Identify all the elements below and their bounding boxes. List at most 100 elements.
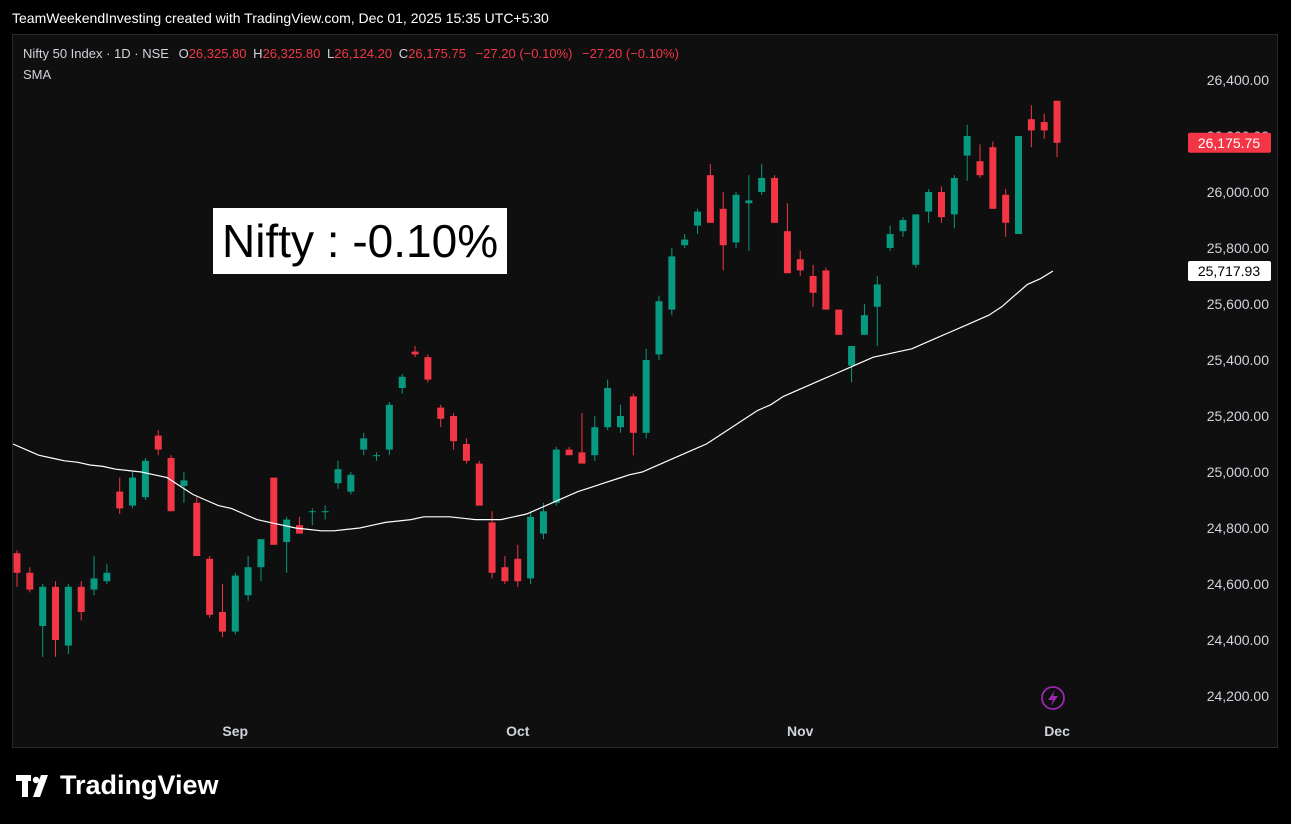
high-label: H xyxy=(253,46,263,61)
candle-body xyxy=(937,192,945,218)
candle-body xyxy=(976,161,984,176)
y-axis-tick-label: 25,600.00 xyxy=(1207,296,1269,312)
candle-body xyxy=(783,231,791,274)
candle-body xyxy=(642,360,650,433)
high-value: 26,325.80 xyxy=(262,46,321,61)
candle-body xyxy=(822,270,830,310)
candle-body xyxy=(1027,119,1035,131)
lightning-icon xyxy=(1041,686,1065,710)
candle-body xyxy=(206,558,214,615)
candle-body xyxy=(796,259,804,271)
candle-body xyxy=(244,567,252,596)
candlestick-chart[interactable]: 26,400.0026,200.0026,000.0025,800.0025,6… xyxy=(13,35,1279,749)
close-label: C xyxy=(398,46,409,61)
tradingview-logo-icon xyxy=(16,774,48,797)
candle-body xyxy=(578,452,586,464)
tradingview-logo: TradingView xyxy=(16,770,219,801)
candle-body xyxy=(437,407,445,419)
sma-line xyxy=(13,270,1054,532)
open-value: 26,325.80 xyxy=(188,46,247,61)
symbol-label: Nifty 50 Index · 1D · NSE xyxy=(23,46,169,61)
candle-body xyxy=(129,477,137,506)
y-axis-tick-label: 24,600.00 xyxy=(1207,576,1269,592)
candle-body xyxy=(257,539,265,568)
candle-body xyxy=(193,502,201,556)
candle-body xyxy=(424,357,432,380)
y-axis-tick-label: 25,200.00 xyxy=(1207,408,1269,424)
chart-panel[interactable]: 26,400.0026,200.0026,000.0025,800.0025,6… xyxy=(12,34,1278,748)
candle-body xyxy=(681,239,689,246)
candle-body xyxy=(501,567,509,582)
candle-body xyxy=(694,211,702,226)
candle-body xyxy=(604,388,612,428)
candle-body xyxy=(527,516,535,579)
change-value-secondary: −27.20 (−0.10%) xyxy=(582,46,679,61)
candle-body xyxy=(745,200,753,204)
candle-body xyxy=(873,284,881,307)
candle-body xyxy=(116,491,124,509)
candle-body xyxy=(848,346,856,366)
candle-body xyxy=(771,178,779,223)
candle-body xyxy=(629,396,637,433)
candle-body xyxy=(950,178,958,215)
candle-body xyxy=(1015,136,1023,234)
candle-body xyxy=(488,522,496,573)
candle-body xyxy=(308,511,316,513)
candle-body xyxy=(52,586,60,640)
x-axis-month-label: Nov xyxy=(787,723,814,739)
candle-body xyxy=(411,351,419,355)
candle-body xyxy=(103,572,111,582)
sma-value-label: 25,717.93 xyxy=(1198,263,1260,279)
candle-body xyxy=(180,480,188,486)
candle-body xyxy=(26,572,34,590)
close-value: 26,175.75 xyxy=(408,46,466,61)
candle-body xyxy=(218,612,226,632)
x-axis-month-label: Sep xyxy=(222,723,248,739)
y-axis-tick-label: 25,800.00 xyxy=(1207,240,1269,256)
y-axis-tick-label: 25,000.00 xyxy=(1207,464,1269,480)
y-axis-tick-label: 24,400.00 xyxy=(1207,632,1269,648)
candle-body xyxy=(925,192,933,212)
candle-body xyxy=(90,578,98,590)
candle-body xyxy=(347,474,355,492)
candle-body xyxy=(758,178,766,192)
candle-body xyxy=(462,444,470,461)
candle-body xyxy=(1040,122,1048,131)
annotation-box: Nifty : -0.10% xyxy=(213,208,508,274)
last-price-label: 26,175.75 xyxy=(1198,135,1260,151)
candle-body xyxy=(860,315,868,335)
candle-body xyxy=(565,449,573,456)
change-value: −27.20 (−0.10%) xyxy=(475,46,573,61)
chart-caption: TeamWeekendInvesting created with Tradin… xyxy=(12,10,549,26)
y-axis-tick-label: 24,800.00 xyxy=(1207,520,1269,536)
candle-body xyxy=(591,427,599,456)
y-axis-tick-label: 24,200.00 xyxy=(1207,688,1269,704)
candle-body xyxy=(450,416,458,442)
sma-value-badge xyxy=(1188,260,1271,281)
candle-body xyxy=(295,525,303,534)
candle-body xyxy=(963,136,971,156)
candle-body xyxy=(360,438,368,450)
candle-body xyxy=(283,519,291,542)
sma-indicator-label[interactable]: SMA xyxy=(23,67,52,82)
y-axis-tick-label: 26,400.00 xyxy=(1207,72,1269,88)
candle-body xyxy=(899,220,907,232)
candle-body xyxy=(13,553,21,573)
candle-body xyxy=(514,558,522,582)
candle-body xyxy=(39,586,47,626)
candle-body xyxy=(1053,100,1061,143)
low-label: L xyxy=(327,46,335,61)
candle-body xyxy=(475,463,483,506)
candle-body xyxy=(706,175,714,223)
candle-body xyxy=(989,147,997,209)
candle-body xyxy=(809,276,817,293)
candle-body xyxy=(270,477,278,545)
candle-body xyxy=(385,404,393,450)
ohlc-legend: Nifty 50 Index · 1D · NSE O26,325.80 H26… xyxy=(23,46,679,61)
y-axis-tick-label: 26,000.00 xyxy=(1207,184,1269,200)
candle-body xyxy=(334,469,342,484)
lightning-bolt-icon xyxy=(1048,690,1058,706)
open-label: O xyxy=(178,46,189,61)
x-axis-month-label: Dec xyxy=(1044,723,1070,739)
candle-body xyxy=(64,586,72,646)
